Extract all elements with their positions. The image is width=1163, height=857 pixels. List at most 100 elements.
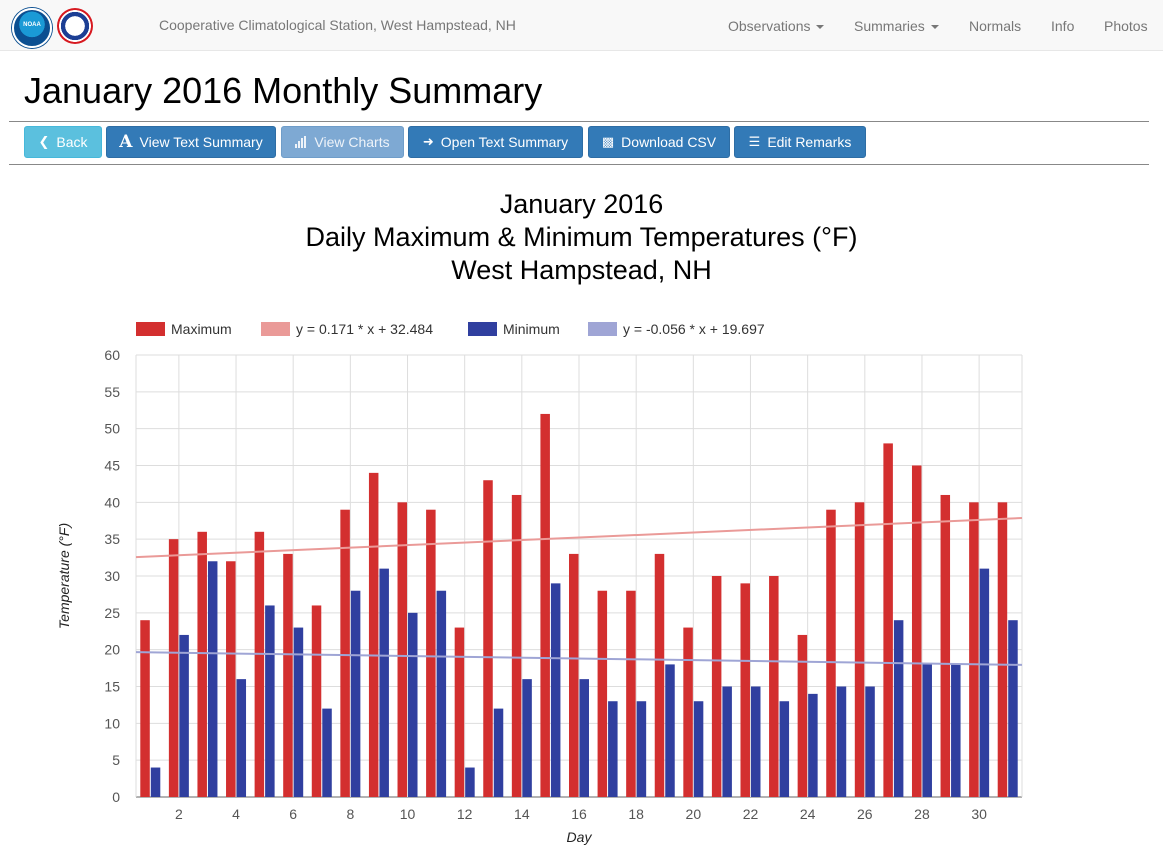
min-bar [322,708,332,797]
y-tick-label: 0 [112,789,120,805]
min-bar [922,664,932,797]
max-bar [168,539,179,797]
back-button[interactable]: ❮ Back [24,126,102,158]
max-bar [454,627,465,797]
max-bar [997,502,1008,797]
x-tick-label: 24 [800,806,816,822]
x-tick-label: 28 [914,806,930,822]
min-bar [265,605,275,797]
x-tick-label: 2 [175,806,183,822]
min-bar [608,701,618,797]
max-bar [140,620,150,797]
nav-observations-label: Observations [728,18,811,34]
x-tick-label: 4 [232,806,240,822]
navbar: NOAA Cooperative Climatological Station,… [0,0,1163,51]
nav-normals[interactable]: Normals [969,18,1022,34]
y-tick-label: 60 [104,347,120,363]
min-bar [579,679,589,797]
open-text-summary-label: Open Text Summary [440,134,569,150]
y-tick-label: 55 [104,384,120,400]
max-bar [426,509,436,797]
x-tick-label: 6 [289,806,297,822]
max-bar [569,553,579,797]
max-bar [540,413,550,797]
x-axis-title: Day [567,829,593,845]
min-bar [436,590,447,797]
download-csv-label: Download CSV [621,134,717,150]
y-tick-label: 5 [112,752,120,768]
max-bar [226,561,236,797]
legend-swatch [261,322,290,336]
bar-chart-icon [295,136,307,148]
min-bar [379,568,389,797]
open-text-summary-button[interactable]: ➜ Open Text Summary [408,126,583,158]
min-bar [465,767,475,797]
chart-title-line-2: Daily Maximum & Minimum Temperatures (°F… [305,222,858,252]
nav-observations[interactable]: Observations [728,18,825,34]
max-trend-line [135,517,1023,559]
min-bar [522,679,532,797]
y-tick-label: 20 [104,642,120,658]
legend-label: Maximum [171,321,232,337]
max-bar [397,502,408,797]
download-csv-button[interactable]: ▩ Download CSV [588,126,730,158]
nav-photos[interactable]: Photos [1104,18,1148,34]
font-icon: A [119,132,133,152]
x-tick-label: 22 [743,806,759,822]
min-bar [893,620,904,797]
min-bar [207,561,218,797]
caret-down-icon [930,25,939,30]
min-bar [179,634,189,797]
station-title[interactable]: Cooperative Climatological Station, West… [159,17,516,33]
max-bar [626,590,636,797]
y-tick-label: 45 [104,458,120,474]
y-axis-title: Temperature (°F) [56,523,72,629]
noaa-logo-icon[interactable]: NOAA [12,8,52,48]
nav-info[interactable]: Info [1051,18,1075,34]
min-bar [750,686,761,797]
y-tick-label: 25 [104,605,120,621]
sign-in-icon: ➜ [422,134,434,149]
edit-remarks-button[interactable]: ☰ Edit Remarks [734,126,866,158]
x-tick-label: 10 [400,806,416,822]
max-bar [597,590,608,797]
legend-label: Minimum [503,321,560,337]
max-bar [911,465,922,797]
max-bar [711,576,722,797]
x-tick-label: 16 [571,806,587,822]
x-tick-label: 14 [514,806,530,822]
view-charts-button[interactable]: View Charts [281,126,404,158]
min-bar [808,693,818,797]
min-bar [865,686,875,797]
view-text-summary-button[interactable]: A View Text Summary [106,126,276,158]
y-tick-label: 35 [104,531,120,547]
caret-down-icon [816,25,825,30]
nav-summaries[interactable]: Summaries [854,18,939,34]
min-bar [693,701,704,797]
x-tick-label: 8 [346,806,354,822]
edit-remarks-label: Edit Remarks [767,134,852,150]
max-bar [826,509,836,797]
chevron-left-icon: ❮ [38,134,50,149]
y-tick-label: 15 [104,679,120,695]
x-tick-label: 20 [686,806,702,822]
list-icon: ☰ [748,134,761,149]
min-bar [836,686,847,797]
download-file-icon: ▩ [601,134,615,149]
max-bar [254,531,265,797]
chart-title-line-1: January 2016 [499,189,664,219]
nav-summaries-label: Summaries [854,18,925,34]
min-bar [951,664,961,797]
max-bar [883,443,893,797]
legend-swatch [588,322,617,336]
max-bar [511,494,522,797]
max-bar [797,634,808,797]
max-bar [854,502,865,797]
nws-logo-icon[interactable] [57,8,93,44]
max-bar [740,583,750,797]
x-tick-label: 30 [971,806,987,822]
y-tick-label: 10 [104,715,120,731]
y-tick-label: 40 [104,494,120,510]
min-bar [722,686,732,797]
x-tick-label: 26 [857,806,873,822]
